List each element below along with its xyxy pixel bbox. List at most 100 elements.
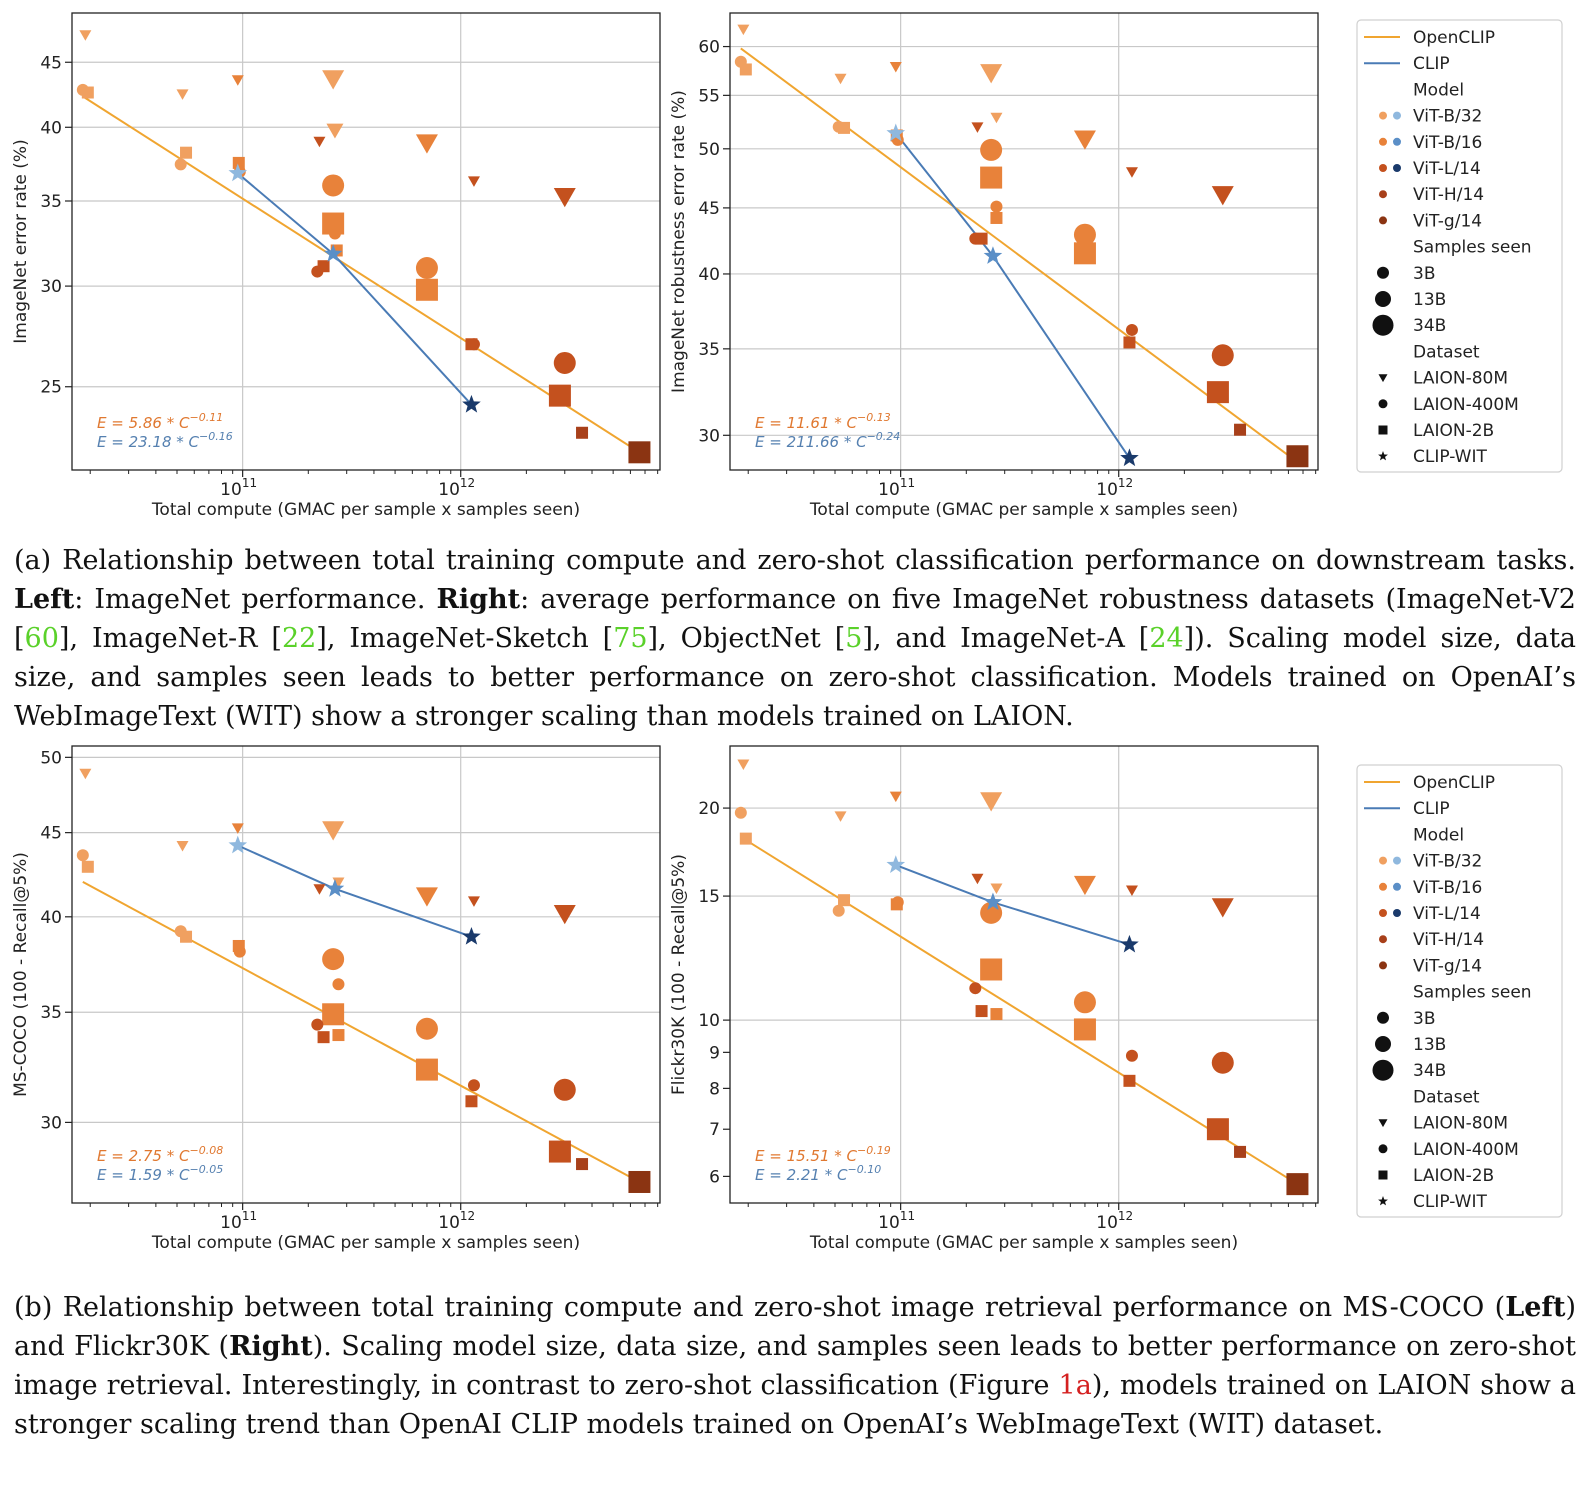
chart-flickr30k-recall: 1011 1012 6 7 8 9 10 15 20 Total compute (GMAC pe… <box>669 745 1319 1253</box>
data-point <box>1211 186 1234 206</box>
x-tick-label: 1011 <box>878 1209 915 1233</box>
data-point <box>467 1079 480 1092</box>
data-point <box>1073 223 1096 246</box>
data-point <box>1286 445 1309 468</box>
data-point <box>79 768 92 780</box>
figure-link[interactable]: 1a <box>1058 1370 1092 1401</box>
data-point <box>990 211 1003 224</box>
y-tick-label: 10 <box>698 1011 720 1031</box>
chart-imagenet-robustness: 1011 1012 30 35 40 45 50 55 60 Total compute (GMA… <box>669 12 1319 520</box>
y-tick-label: 25 <box>40 378 62 398</box>
x-tick-label: 1012 <box>1096 1209 1133 1233</box>
data-point <box>737 24 750 36</box>
plot-area <box>72 746 660 1203</box>
legend-marker <box>1379 137 1387 146</box>
y-tick-label: 50 <box>40 748 62 768</box>
data-point <box>76 849 89 862</box>
data-point <box>415 278 438 301</box>
legend-marker <box>1377 266 1389 279</box>
x-axis-label: Total compute (GMAC per sample x samples… <box>809 500 1238 520</box>
legend-marker <box>1379 856 1387 865</box>
data-point <box>990 112 1003 124</box>
legend-marker <box>1378 1119 1388 1128</box>
y-tick-label: 35 <box>698 340 720 360</box>
fit-equation: E = 15.51 * C−0.19 <box>755 1144 891 1165</box>
data-point <box>832 904 845 917</box>
y-tick-label: 60 <box>698 38 720 58</box>
caption-text: Relationship between total training comp… <box>62 545 1576 576</box>
data-point <box>548 384 571 407</box>
data-point <box>834 73 847 85</box>
legend-marker <box>1378 451 1388 461</box>
data-point <box>1211 344 1234 367</box>
legend-label: 34B <box>1413 316 1446 336</box>
data-point <box>332 978 345 991</box>
legend-marker <box>1393 164 1401 172</box>
y-tick-label: 7 <box>709 1120 720 1140</box>
data-point <box>415 887 438 907</box>
data-point <box>232 156 245 169</box>
caption-bold: Right <box>436 584 521 615</box>
data-point <box>1073 130 1096 150</box>
legend-label: LAION-80M <box>1413 1114 1508 1134</box>
data-point <box>176 89 189 100</box>
data-point <box>462 394 481 413</box>
data-point <box>231 75 244 86</box>
figure-a: 1011 1012 25 30 35 40 45 Total compute (GMAC pe… <box>11 12 1563 520</box>
legend-label: CLIP <box>1413 799 1450 819</box>
caption-text: ], and ImageNet-A [ <box>862 623 1150 654</box>
citation-link[interactable]: 60 <box>24 623 59 654</box>
data-point <box>553 1078 576 1101</box>
citation-link[interactable]: 5 <box>845 623 863 654</box>
y-tick-label: 45 <box>40 53 62 73</box>
data-point <box>739 832 752 845</box>
data-point <box>1211 898 1234 918</box>
data-point <box>1234 423 1247 436</box>
data-point <box>980 792 1003 812</box>
data-point <box>576 1158 589 1171</box>
data-point <box>576 426 589 439</box>
citation-link[interactable]: 75 <box>613 623 648 654</box>
data-point <box>980 138 1003 161</box>
openclip-fit-line <box>740 836 1298 1185</box>
data-point <box>322 70 345 90</box>
data-point <box>1123 1074 1136 1087</box>
caption-text: : ImageNet performance. <box>74 584 426 615</box>
data-point <box>465 338 478 351</box>
x-tick-label: 1012 <box>1096 476 1133 500</box>
y-tick-label: 45 <box>698 199 720 219</box>
citation-link[interactable]: 24 <box>1149 623 1184 654</box>
data-point <box>328 227 341 240</box>
y-axis-label: ImageNet error rate (%) <box>11 139 31 343</box>
legend-marker <box>1379 935 1387 944</box>
data-point <box>332 1029 345 1042</box>
x-tick-label: 1011 <box>878 476 915 500</box>
legend-marker <box>1378 1196 1388 1206</box>
data-point <box>1120 448 1139 467</box>
axes-frame <box>729 12 1319 471</box>
axes-frame <box>71 745 661 1204</box>
legend-label: CLIP-WIT <box>1413 1192 1488 1212</box>
legend-marker <box>1378 1144 1388 1154</box>
data-point <box>628 441 651 464</box>
y-tick-label: 15 <box>698 887 720 907</box>
legend-marker <box>1379 961 1387 970</box>
data-point <box>322 821 345 841</box>
legend-header: Dataset <box>1413 342 1480 362</box>
legend-label: ViT-g/14 <box>1413 956 1482 976</box>
data-point <box>975 1005 988 1018</box>
data-point <box>180 146 193 159</box>
citation-link[interactable]: 22 <box>281 623 317 654</box>
x-axis-label: Total compute (GMAC per sample x samples… <box>809 1233 1238 1253</box>
chart-imagenet-error: 1011 1012 25 30 35 40 45 Total compute (GMAC pe… <box>11 12 661 520</box>
data-point <box>467 176 480 187</box>
fit-equation: E = 2.75 * C−0.08 <box>97 1144 223 1165</box>
data-point <box>1073 242 1096 265</box>
data-point <box>990 200 1003 213</box>
data-point <box>313 136 326 148</box>
data-point <box>1125 167 1138 178</box>
y-axis-label: Flickr30K (100 - Recall@5%) <box>669 854 689 1095</box>
y-tick-label: 55 <box>698 86 720 106</box>
plot-area <box>730 13 1318 470</box>
caption-bold: Right <box>229 1331 313 1362</box>
